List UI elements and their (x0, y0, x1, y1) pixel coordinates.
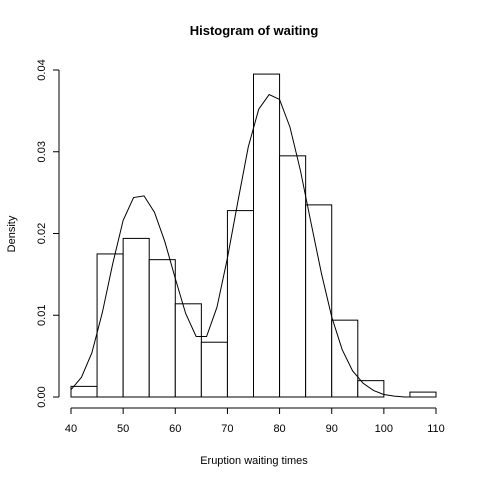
x-tick-label-100: 100 (375, 423, 393, 435)
histogram-bar-2 (122, 237, 150, 398)
histogram-bar-13 (409, 391, 437, 398)
x-tick-label-70: 70 (221, 423, 233, 435)
histogram-bar-6 (226, 210, 255, 398)
density-curve (70, 93, 436, 398)
y-tick-label-1: 0.01 (36, 305, 48, 326)
x-tick-label-50: 50 (117, 423, 129, 435)
y-tick-label-3: 0.03 (36, 141, 48, 162)
x-tick-label-110: 110 (427, 423, 445, 435)
y-tick-label-2: 0.02 (36, 223, 48, 244)
y-tick-label-4: 0.04 (36, 59, 48, 80)
histogram-bar-4 (174, 303, 202, 398)
x-tick-label-90: 90 (326, 423, 338, 435)
x-axis: 40 50 60 70 80 90 100 110 (65, 407, 445, 435)
histogram-bar-9 (305, 204, 333, 398)
y-tick-label-0: 0.00 (36, 386, 48, 407)
histogram-bar-7 (253, 73, 281, 398)
histogram-bar-8 (279, 155, 307, 398)
histogram-bar-3 (148, 259, 176, 398)
x-tick-label-60: 60 (169, 423, 181, 435)
histogram-bar-10 (331, 319, 359, 398)
x-tick-label-40: 40 (65, 423, 77, 435)
chart-title: Histogram of waiting (190, 23, 319, 38)
histogram-bars (70, 73, 437, 398)
histogram-bar-0 (70, 385, 98, 398)
x-axis-label: Eruption waiting times (200, 455, 308, 467)
x-tick-label-80: 80 (273, 423, 285, 435)
histogram-bar-5 (200, 341, 228, 398)
y-axis: 0.00 0.01 0.02 0.03 0.04 (36, 59, 60, 408)
y-axis-label: Density (6, 215, 18, 252)
